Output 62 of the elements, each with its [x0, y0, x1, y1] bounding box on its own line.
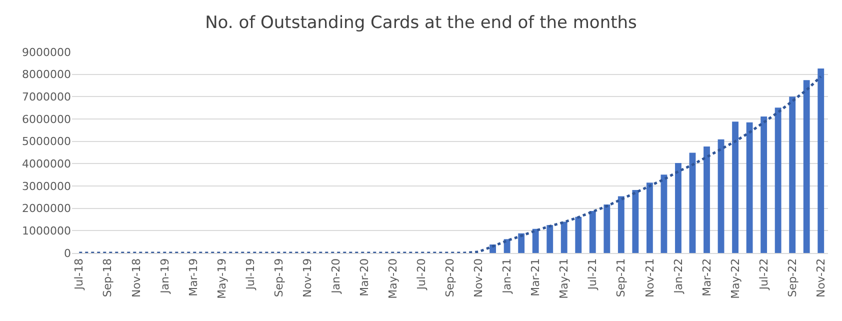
- bar: [560, 222, 568, 253]
- x-tick-label: Jul-19: [244, 258, 257, 291]
- bar: [646, 182, 653, 253]
- bar: [818, 68, 824, 253]
- bar: [575, 216, 582, 253]
- x-tick-label: Jan-20: [329, 258, 342, 294]
- x-tick-label: Nov-22: [814, 258, 828, 298]
- bar: [532, 228, 539, 253]
- x-tick-label: Sep-22: [786, 258, 799, 298]
- bar: [660, 174, 668, 253]
- y-tick-label: 3000000: [22, 180, 71, 193]
- y-tick-label: 6000000: [22, 112, 71, 126]
- bar: [803, 80, 810, 253]
- x-tick-label: May-19: [215, 258, 228, 299]
- bar: [774, 108, 782, 253]
- x-tick-label: Jan-19: [158, 258, 172, 294]
- x-tick-label: Mar-19: [186, 258, 200, 296]
- bar: [604, 204, 610, 253]
- y-tick-label: 2000000: [22, 202, 71, 216]
- bar: [504, 239, 510, 253]
- bar: [632, 190, 639, 253]
- x-tick-label: Sep-19: [272, 258, 286, 298]
- bar: [704, 146, 710, 253]
- x-tick-label: May-20: [386, 258, 400, 299]
- y-tick-label: 5000000: [22, 135, 71, 148]
- y-tick-label: 8000000: [22, 68, 71, 82]
- bar: [689, 152, 696, 253]
- x-tick-label: Nov-20: [472, 258, 486, 298]
- bar: [718, 139, 724, 253]
- bar: [789, 96, 796, 253]
- x-tick-label: Mar-22: [700, 258, 714, 296]
- x-tick-label: May-22: [728, 258, 742, 299]
- x-tick-label: Jul-22: [757, 258, 770, 291]
- x-tick-label: Jan-21: [500, 258, 514, 294]
- x-tick-label: Jul-20: [415, 258, 428, 291]
- x-tick-label: Nov-18: [130, 258, 143, 298]
- y-tick-label: 9000000: [22, 46, 71, 59]
- x-tick-label: Sep-18: [101, 258, 114, 298]
- y-tick-label: 0: [64, 246, 71, 260]
- x-tick-label: Nov-21: [643, 258, 656, 298]
- x-tick-label: Jan-22: [672, 258, 685, 294]
- x-tick-label: Mar-20: [358, 258, 371, 296]
- x-tick-label: Mar-21: [529, 258, 542, 296]
- chart-title: No. of Outstanding Cards at the end of the months: [205, 12, 638, 33]
- y-tick-label: 7000000: [22, 90, 71, 104]
- x-tick-label: Jul-21: [586, 258, 600, 291]
- x-tick-label: Jul-18: [72, 258, 86, 291]
- x-tick-label: Sep-20: [444, 258, 457, 298]
- x-tick-label: May-21: [558, 258, 571, 299]
- y-tick-label: 4000000: [22, 158, 71, 171]
- line-series: [78, 75, 822, 253]
- bar: [546, 225, 554, 253]
- x-tick-label: Sep-21: [614, 258, 628, 298]
- bar: [618, 196, 624, 253]
- bar: [760, 116, 768, 253]
- bar: [589, 211, 596, 253]
- bar: [518, 233, 525, 253]
- y-tick-label: 1000000: [22, 224, 71, 238]
- bar: [732, 122, 738, 253]
- bar: [746, 122, 753, 253]
- bar: [675, 163, 682, 253]
- x-tick-label: Nov-19: [300, 258, 314, 298]
